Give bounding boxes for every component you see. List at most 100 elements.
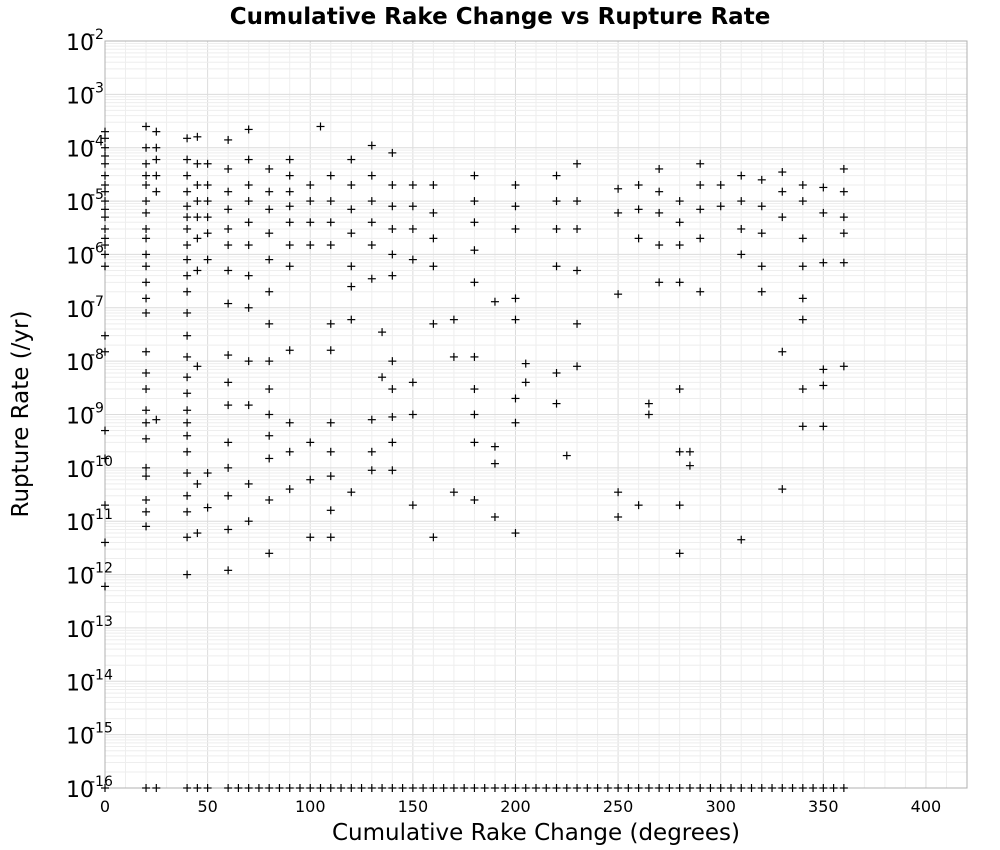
data-point	[378, 328, 387, 337]
data-point	[819, 183, 828, 192]
data-point	[244, 155, 253, 164]
data-point	[696, 159, 705, 168]
data-point	[685, 461, 694, 470]
data-point	[347, 488, 356, 497]
data-point	[490, 459, 499, 468]
y-tick-exponent: -8	[90, 347, 104, 363]
data-point	[511, 224, 520, 233]
data-point	[265, 549, 274, 558]
data-point	[193, 479, 202, 488]
data-point	[326, 506, 335, 515]
data-point	[265, 495, 274, 504]
y-tick-label: 10	[66, 565, 94, 590]
data-point	[470, 784, 479, 792]
data-point	[183, 155, 192, 164]
y-tick-labels: 10-1610-1510-1410-1310-1210-1110-1010-91…	[66, 27, 113, 803]
data-point	[614, 488, 623, 497]
data-point	[224, 438, 233, 447]
data-point	[142, 171, 151, 180]
data-point	[706, 784, 715, 792]
data-point	[285, 784, 294, 792]
data-point	[798, 422, 807, 431]
data-point	[470, 197, 479, 206]
data-point	[408, 410, 417, 419]
data-point	[142, 368, 151, 377]
data-point	[101, 187, 109, 196]
data-point	[839, 229, 848, 238]
data-point	[388, 181, 397, 190]
data-point	[101, 224, 109, 233]
data-point	[757, 287, 766, 296]
data-point	[285, 155, 294, 164]
data-point	[183, 784, 192, 792]
data-point	[778, 784, 787, 792]
data-point	[634, 784, 643, 792]
data-point	[244, 303, 253, 312]
y-tick-label: 10	[66, 671, 94, 696]
data-point	[326, 346, 335, 355]
data-point	[183, 570, 192, 579]
data-point	[470, 218, 479, 227]
data-point	[183, 271, 192, 280]
data-point	[357, 784, 366, 792]
data-point	[306, 533, 315, 542]
data-point	[347, 315, 356, 324]
data-point	[101, 143, 109, 152]
data-point	[696, 784, 705, 792]
data-point	[101, 213, 109, 222]
data-point	[521, 359, 530, 368]
data-point	[326, 197, 335, 206]
data-point	[244, 181, 253, 190]
data-point	[593, 784, 602, 792]
data-point	[285, 418, 294, 427]
data-point	[839, 784, 848, 792]
data-point	[234, 784, 243, 792]
data-point	[408, 181, 417, 190]
data-point	[388, 271, 397, 280]
data-point	[798, 197, 807, 206]
data-point	[675, 278, 684, 287]
data-point	[490, 297, 499, 306]
x-tick-label: 350	[808, 797, 839, 816]
data-point	[839, 258, 848, 267]
data-point	[675, 784, 684, 792]
data-point	[142, 434, 151, 443]
data-point	[511, 315, 520, 324]
data-point	[183, 389, 192, 398]
data-point	[696, 287, 705, 296]
data-point	[429, 533, 438, 542]
data-point	[470, 246, 479, 255]
data-point	[511, 294, 520, 303]
data-point	[347, 282, 356, 291]
y-tick-exponent: -3	[90, 80, 104, 96]
data-point	[142, 294, 151, 303]
data-point	[183, 418, 192, 427]
data-point	[142, 472, 151, 481]
data-point	[306, 784, 315, 792]
data-point	[142, 122, 151, 131]
data-point	[757, 784, 766, 792]
data-point	[285, 447, 294, 456]
data-point	[490, 784, 499, 792]
data-point	[193, 181, 202, 190]
data-point	[378, 373, 387, 382]
data-point	[244, 357, 253, 366]
y-tick-exponent: -5	[90, 187, 104, 203]
data-point	[470, 171, 479, 180]
data-point	[326, 533, 335, 542]
data-point	[573, 319, 582, 328]
data-point	[142, 224, 151, 233]
data-point	[388, 148, 397, 157]
data-point	[203, 229, 212, 238]
data-point	[757, 175, 766, 184]
data-point	[778, 347, 787, 356]
data-point	[142, 278, 151, 287]
data-point	[470, 278, 479, 287]
y-axis-label: Rupture Rate (/yr)	[8, 311, 34, 518]
data-point	[183, 187, 192, 196]
data-point	[203, 784, 212, 792]
data-point	[408, 501, 417, 510]
data-point	[819, 784, 828, 792]
data-point	[142, 495, 151, 504]
